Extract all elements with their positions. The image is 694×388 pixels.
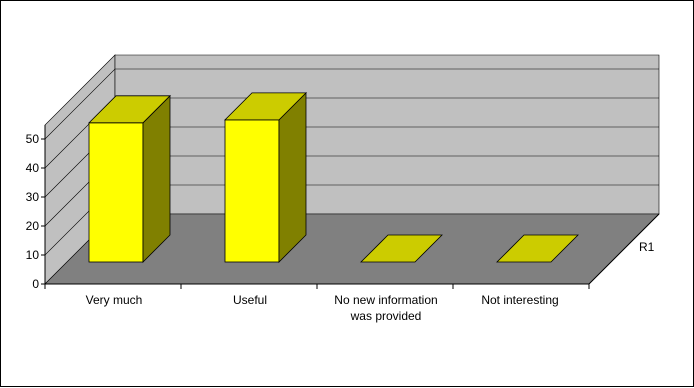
- bar-1: [88, 94, 171, 263]
- bar-front-1: [88, 122, 144, 263]
- bar-top-4: [496, 234, 579, 263]
- bar-4: [496, 234, 579, 263]
- bar-top-1: [88, 95, 171, 124]
- x-category-label-not-interesting: Not interesting: [481, 293, 558, 307]
- bar-2: [224, 91, 307, 263]
- y-tick-label-50: 50: [26, 132, 40, 146]
- chart-back-wall: [114, 54, 660, 215]
- y-tick-label-10: 10: [26, 248, 40, 262]
- x-category-label-no-new-info-line2: was provided: [350, 309, 422, 323]
- y-tick-label-0: 0: [32, 277, 39, 291]
- y-tick-label-30: 30: [26, 190, 40, 204]
- y-tick-label-20: 20: [26, 219, 40, 233]
- bar-front-2: [224, 119, 280, 263]
- gridline-50: [44, 68, 659, 140]
- chart-axes: [41, 125, 660, 289]
- bar-side-2: [278, 91, 307, 263]
- x-category-label-no-new-info-line1: No new information: [334, 293, 437, 307]
- depth-axis-line: [588, 213, 660, 285]
- bar-top-2: [224, 92, 307, 121]
- x-category-label-useful: Useful: [233, 293, 267, 307]
- bar-3: [360, 234, 443, 263]
- bar-side-1: [142, 94, 171, 263]
- depth-axis-series-label: R1: [639, 240, 655, 254]
- y-tick-label-40: 40: [26, 161, 40, 175]
- x-category-label-very-much: Very much: [86, 293, 143, 307]
- bar-top-3: [360, 234, 443, 263]
- chart-bars: [88, 91, 579, 263]
